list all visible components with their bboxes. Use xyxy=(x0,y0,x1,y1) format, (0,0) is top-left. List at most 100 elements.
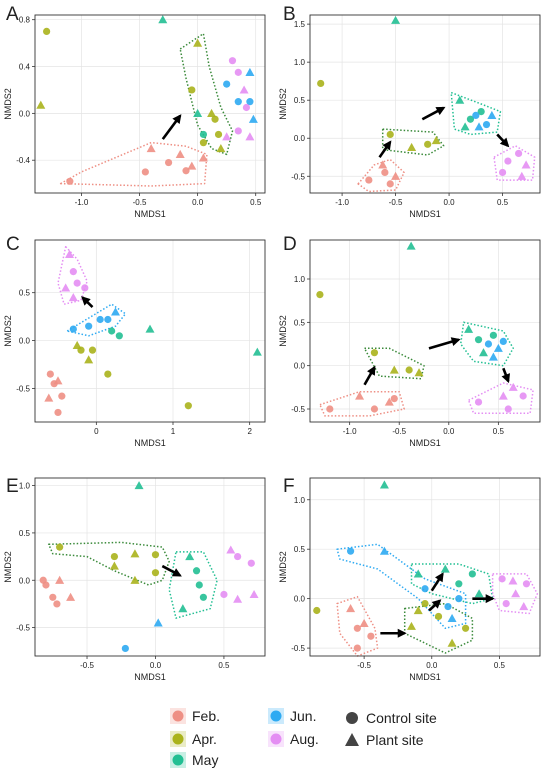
point-may xyxy=(455,95,465,104)
y-axis-title: NMDS2 xyxy=(3,551,13,583)
point-aug xyxy=(234,68,242,76)
legend-label: Control site xyxy=(366,710,437,726)
y-axis-title: NMDS2 xyxy=(3,88,13,120)
point-jun xyxy=(234,98,242,106)
x-tick-label: -0.5 xyxy=(392,427,406,436)
x-tick-label: -1.0 xyxy=(343,427,357,436)
y-tick-label: 0.0 xyxy=(294,595,306,604)
hull-apr xyxy=(363,347,425,380)
point-jun xyxy=(111,307,120,316)
panel-e: -0.5 0.0 0.5 -0.5 0.0 0.5 1.0 NMDS1 NMDS2 E xyxy=(3,476,266,682)
point-may xyxy=(440,564,450,573)
hull-feb xyxy=(336,595,379,657)
point-jun xyxy=(69,325,77,333)
point-jun xyxy=(455,595,463,603)
y-tick-label: 1.0 xyxy=(294,496,306,505)
point-aug xyxy=(511,589,521,598)
point-aug xyxy=(517,171,527,180)
point-apr xyxy=(405,366,413,374)
point-jun xyxy=(85,322,93,330)
y-tick-label: 1.5 xyxy=(294,20,306,29)
plot-area xyxy=(310,478,540,656)
x-tick-label: 0.0 xyxy=(192,198,204,207)
y-tick-label: 0.4 xyxy=(19,63,31,72)
point-apr xyxy=(421,599,429,608)
x-tick-label: -0.5 xyxy=(357,661,371,670)
point-may xyxy=(466,115,475,123)
point-apr xyxy=(216,144,226,153)
hull-aug xyxy=(491,573,539,615)
point-apr xyxy=(72,340,82,349)
x-tick-label: 0.0 xyxy=(426,661,438,670)
arrow-head xyxy=(435,572,444,583)
point-aug xyxy=(502,599,510,608)
arrow-head xyxy=(499,137,510,148)
point-jun xyxy=(223,80,231,88)
point-aug xyxy=(474,398,483,406)
point-apr xyxy=(110,552,119,561)
point-aug xyxy=(498,575,506,583)
panel-f: -0.5 0.0 0.5 -0.5 0.0 0.5 1.0 NMDS1 NMDS2 F xyxy=(278,476,541,682)
point-may xyxy=(460,122,470,131)
arrow-head xyxy=(435,106,446,116)
y-tick-label: 1.0 xyxy=(19,482,31,491)
panel-a: -1.0 -0.5 0.0 0.5 -0.4 0.0 0.4 0.8 NMDS1 NMDS2 A xyxy=(3,4,266,219)
legend-swatch xyxy=(172,754,184,766)
point-aug xyxy=(220,590,228,599)
point-feb xyxy=(353,624,361,632)
arrow-head xyxy=(172,114,182,125)
y-tick-label: -0.5 xyxy=(291,405,305,414)
point-apr xyxy=(151,551,160,559)
x-axis-title: NMDS1 xyxy=(134,438,166,448)
point-jun xyxy=(379,546,389,555)
point-feb xyxy=(367,632,375,640)
point-feb xyxy=(58,392,66,400)
point-jun xyxy=(444,602,452,611)
point-feb xyxy=(42,581,50,589)
point-may xyxy=(455,580,463,588)
y-tick-label: -0.5 xyxy=(291,172,305,181)
point-may xyxy=(252,347,262,356)
panel-c: 0 1 2 -0.5 0.0 0.5 NMDS1 NMDS2 C xyxy=(3,234,266,448)
point-feb xyxy=(141,168,149,176)
point-aug xyxy=(504,405,512,413)
point-apr xyxy=(317,79,325,88)
point-aug xyxy=(61,283,71,292)
y-tick-label: 0.0 xyxy=(19,109,31,118)
x-tick-label: -0.5 xyxy=(80,661,94,670)
point-feb xyxy=(390,395,398,403)
hull-may xyxy=(410,563,494,605)
x-axis-title: NMDS1 xyxy=(134,672,166,682)
y-tick-label: 0.5 xyxy=(294,545,306,554)
point-feb xyxy=(353,644,361,652)
panel-label: C xyxy=(6,234,20,255)
legend-label: Apr. xyxy=(192,731,217,747)
point-may xyxy=(199,593,207,601)
point-aug xyxy=(233,594,243,603)
point-aug xyxy=(498,391,508,400)
point-jun xyxy=(474,122,484,131)
y-axis-title: NMDS2 xyxy=(278,551,288,583)
point-may xyxy=(379,480,389,489)
point-feb xyxy=(164,158,173,167)
point-may xyxy=(158,15,168,24)
point-aug xyxy=(234,127,242,135)
point-aug xyxy=(239,85,249,94)
point-feb xyxy=(53,600,61,608)
x-tick-label: 0.5 xyxy=(250,198,262,207)
y-tick-label: 1.0 xyxy=(294,58,306,67)
point-may xyxy=(464,324,474,333)
hull-feb xyxy=(319,390,405,417)
x-tick-label: 0 xyxy=(94,427,99,436)
x-tick-label: -1.0 xyxy=(75,198,89,207)
point-apr xyxy=(431,136,441,145)
y-axis-title: NMDS2 xyxy=(278,88,288,120)
x-axis-title: NMDS1 xyxy=(409,672,441,682)
plot-border xyxy=(309,14,541,194)
arrow-head xyxy=(397,628,407,638)
point-apr xyxy=(406,621,416,630)
point-aug xyxy=(522,580,531,588)
plot-border xyxy=(34,14,266,194)
point-feb xyxy=(198,153,208,162)
arrow-head xyxy=(431,599,442,609)
